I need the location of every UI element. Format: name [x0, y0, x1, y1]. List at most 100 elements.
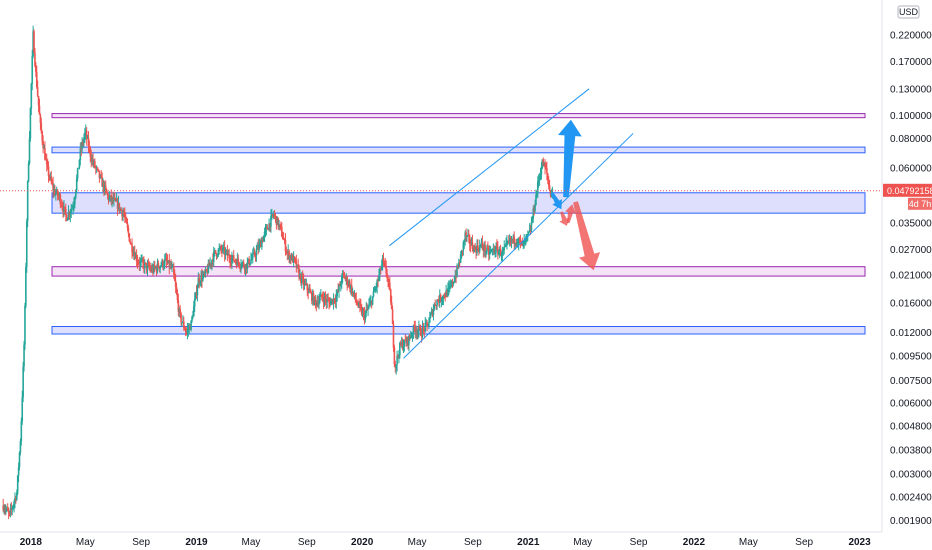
candle: [467, 228, 469, 237]
candle: [375, 282, 378, 292]
candle: [484, 240, 486, 259]
candle-body: [424, 322, 427, 332]
candle-body: [146, 264, 149, 270]
candle: [104, 181, 106, 196]
candle: [19, 438, 22, 456]
candle: [262, 235, 265, 242]
candle-body: [123, 213, 125, 215]
candle: [534, 199, 536, 214]
candle: [65, 203, 67, 222]
candle-body: [284, 239, 287, 252]
candle: [168, 253, 171, 275]
candle-body: [17, 467, 20, 476]
candle-body: [358, 302, 360, 307]
candle: [3, 504, 5, 515]
candle-body: [209, 263, 211, 266]
candle-body: [428, 322, 430, 327]
candle-body: [409, 335, 411, 338]
x-tick-label: May: [573, 537, 592, 548]
candle-body: [200, 275, 202, 283]
candle: [159, 265, 162, 274]
candle: [280, 221, 282, 230]
candle: [281, 231, 284, 240]
candle: [80, 141, 83, 157]
candle: [412, 324, 415, 339]
candle: [424, 316, 427, 333]
candle-body: [203, 272, 206, 274]
candle-body: [188, 326, 191, 330]
candle: [466, 234, 468, 242]
candle-body: [368, 304, 370, 308]
candle: [43, 144, 45, 150]
candle: [142, 257, 144, 269]
candle: [84, 127, 86, 144]
candle: [327, 292, 329, 301]
candle: [502, 247, 505, 256]
candle-body: [305, 283, 308, 285]
candle-body: [274, 215, 277, 217]
y-tick-label: 0.02700000: [890, 245, 932, 256]
candle: [242, 260, 244, 267]
candle: [363, 306, 366, 325]
candle-body: [355, 299, 358, 303]
candle: [513, 231, 516, 250]
candle-body: [494, 252, 496, 254]
candle: [407, 336, 409, 350]
candle: [543, 161, 545, 167]
candle: [427, 323, 429, 328]
candle: [476, 239, 478, 256]
candle-body: [391, 309, 394, 324]
candle: [109, 194, 112, 203]
candle-body: [339, 284, 341, 286]
currency-badge[interactable]: USD: [897, 5, 920, 19]
candle-body: [364, 312, 367, 320]
candle: [134, 251, 137, 259]
candle: [155, 264, 158, 276]
candle-body: [35, 65, 37, 72]
candle-body: [227, 254, 230, 256]
x-axis[interactable]: 2018 May Sep 2019 May Sep 2020 May Sep 2021 May Sep…: [20, 537, 871, 548]
candle: [329, 297, 331, 308]
candle-body: [167, 260, 170, 263]
candle-body: [517, 243, 519, 245]
candle-body: [225, 250, 228, 252]
candle: [203, 269, 206, 278]
y-axis[interactable]: 0.22000000 0.17000000 0.13000000 0.10000000…: [890, 31, 932, 528]
candle: [137, 259, 140, 266]
candle: [191, 315, 193, 323]
candle: [537, 176, 539, 198]
candle-body: [544, 163, 546, 168]
candle: [490, 248, 493, 253]
candle-body: [435, 305, 437, 307]
candle: [482, 243, 485, 258]
candle-body: [281, 227, 283, 237]
candle-body: [201, 275, 203, 281]
candle: [183, 325, 186, 331]
candle-body: [414, 327, 417, 333]
candle-body: [25, 267, 27, 306]
candle: [206, 264, 209, 276]
candle-body: [255, 249, 258, 256]
y-tick-label: 0.00380000: [890, 445, 932, 456]
candle-body: [55, 190, 58, 194]
candle-body: [526, 234, 528, 237]
candle-body: [198, 278, 201, 283]
candle: [364, 310, 367, 323]
candle-body: [315, 301, 318, 306]
candle: [434, 299, 437, 306]
candle: [260, 238, 262, 248]
candle: [455, 269, 457, 284]
candle-body: [94, 167, 97, 169]
candle-body: [539, 174, 542, 176]
y-tick-label: 0.00240000: [890, 492, 932, 503]
candle-body: [260, 242, 262, 248]
candle: [545, 162, 547, 170]
candle: [153, 260, 156, 273]
candle: [495, 242, 497, 258]
candle: [234, 258, 237, 265]
candle: [252, 246, 255, 255]
candle: [40, 117, 43, 134]
candle-body: [259, 242, 261, 245]
candle: [283, 237, 286, 245]
